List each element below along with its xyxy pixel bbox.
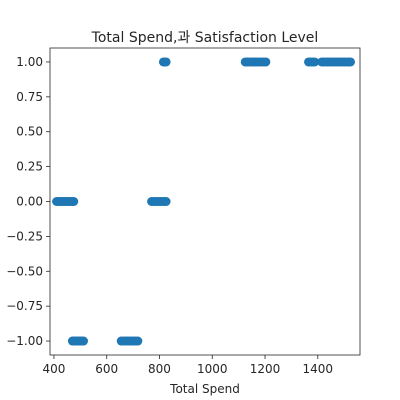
y-tick-label: 0.50: [16, 125, 43, 139]
y-tick-label: 0.25: [16, 160, 43, 174]
chart-title: Total Spend,과 Satisfaction Level: [91, 30, 319, 46]
x-tick-label: 600: [95, 362, 118, 376]
y-tick-label: 1.00: [16, 55, 43, 69]
y-tick-label: −1.00: [6, 334, 43, 348]
data-point: [261, 57, 271, 67]
y-tick-label: −0.50: [6, 264, 43, 278]
data-point: [310, 57, 320, 67]
x-tick-label: 400: [43, 362, 66, 376]
y-tick-label: 0.00: [16, 195, 43, 209]
data-points: [52, 57, 356, 346]
y-tick-label: −0.25: [6, 229, 43, 243]
x-tick-label: 800: [148, 362, 171, 376]
data-point: [79, 336, 89, 346]
data-point: [161, 197, 171, 206]
x-axis-title: Total Spend: [169, 382, 240, 396]
x-tick-label: 1400: [303, 362, 334, 376]
data-point: [133, 336, 143, 346]
data-point: [69, 197, 79, 206]
data-point: [346, 57, 356, 67]
x-axis: 400 600 800 1000 1200 1400: [43, 355, 334, 376]
data-point: [161, 57, 171, 67]
x-tick-label: 1000: [197, 362, 228, 376]
y-axis: 1.00 0.75 0.50 0.25 0.00 −0.25 −0.50 −0.75 −1.00: [6, 55, 50, 348]
y-tick-label: −0.75: [6, 299, 43, 313]
x-tick-label: 1200: [250, 362, 281, 376]
y-tick-label: 0.75: [16, 90, 43, 104]
plot-area: [49, 47, 361, 356]
